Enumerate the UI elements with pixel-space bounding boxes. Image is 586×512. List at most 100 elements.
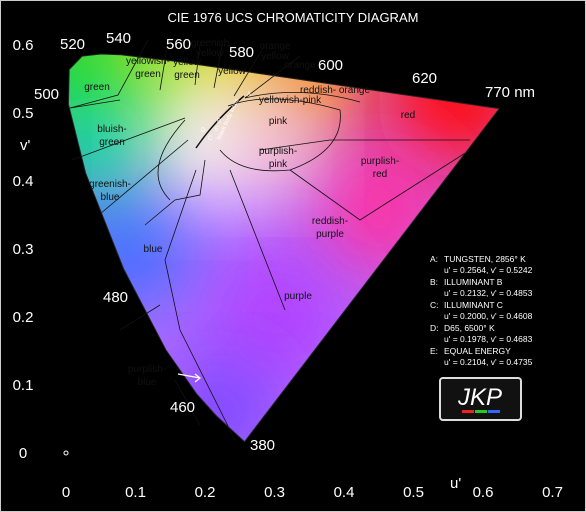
logo-stripe	[488, 410, 500, 413]
region-label: greenish-	[89, 179, 131, 190]
x-tick-label: 0.6	[473, 484, 494, 501]
region-label: blue	[138, 377, 157, 388]
region-label: yellow	[218, 66, 247, 77]
wavelength-label: 580	[229, 44, 254, 61]
region-border	[259, 139, 470, 151]
region-label: pink	[269, 116, 288, 127]
wavelength-label: 620	[412, 70, 437, 87]
legend-name: D65, 6500° K	[444, 323, 495, 333]
locus-point: C	[208, 136, 213, 142]
origin	[63, 450, 69, 456]
region-label: yellowish-pink	[259, 95, 322, 106]
region-border	[144, 159, 206, 226]
region-label: yellow	[196, 48, 225, 59]
region-border	[174, 379, 201, 426]
region-border	[244, 91, 361, 103]
legend-key: C:	[430, 300, 439, 310]
legend-name: ILLUMINANT B	[444, 277, 503, 287]
x-tick-label: 0.7	[542, 484, 563, 501]
logo-stripe	[462, 410, 474, 413]
locus-point: E	[215, 127, 219, 133]
region-label: purplish-	[259, 146, 297, 157]
region-label: greenish	[191, 38, 229, 49]
y-tick-label: 0.4	[13, 173, 34, 190]
logo-stripe	[475, 410, 487, 413]
wavelength-label: 540	[106, 30, 131, 47]
x-tick-label: 0	[62, 484, 70, 501]
legend-coords: u' = 0.2000, v' = 0.4608	[444, 311, 533, 321]
region-label: red	[373, 169, 387, 180]
region-label: reddish-	[312, 216, 348, 227]
x-tick-label: 0.3	[264, 484, 285, 501]
color-blob	[229, 102, 320, 192]
x-tick-label: 0.5	[403, 484, 424, 501]
region-border	[289, 149, 471, 221]
legend-name: EQUAL ENERGY	[444, 346, 511, 356]
region-label: red	[401, 110, 415, 121]
region-label: blue	[101, 192, 120, 203]
spectral-locus	[67, 53, 501, 443]
region-label: pink	[269, 159, 288, 170]
wavelength-label: 480	[103, 289, 128, 306]
region-label: purplish-	[128, 364, 166, 375]
region-border	[229, 169, 286, 311]
legend-key: D:	[430, 323, 439, 333]
wavelength-label: 520	[60, 36, 85, 53]
color-blob	[204, 247, 345, 387]
locus-point: D	[201, 128, 206, 134]
legend-coords: u' = 0.2564, v' = 0.5242	[444, 265, 533, 275]
legend-coords: u' = 0.1978, v' = 0.4683	[444, 334, 533, 344]
legend-coords: u' = 0.2104, v' = 0.4735	[444, 357, 533, 367]
arrow	[177, 373, 201, 383]
wavelength-label: 500	[34, 86, 59, 103]
region-label: green	[135, 69, 161, 80]
y-tick-label: 0	[19, 445, 27, 462]
legend-coords: u' = 0.2132, v' = 0.4853	[444, 288, 533, 298]
region-label: blue	[144, 244, 163, 255]
x-tick-label: 0.4	[334, 484, 355, 501]
wavelength-label: 600	[318, 57, 343, 74]
y-tick-label: 0.3	[13, 241, 34, 258]
legend-key: A:	[430, 254, 438, 264]
y-tick-label: 0.5	[13, 105, 34, 122]
title: CIE 1976 UCS CHROMATICITY DIAGRAM	[168, 10, 419, 25]
region-label: bluish-	[97, 124, 126, 135]
x-tick-label: 0.2	[195, 484, 216, 501]
logo-box	[439, 377, 522, 421]
region-label: yellow	[173, 57, 202, 68]
region-border	[71, 117, 186, 161]
region-border	[233, 49, 263, 97]
y-tick-label: 0.2	[13, 309, 34, 326]
region-border	[99, 139, 189, 215]
locus-point: B	[217, 119, 221, 125]
region-border	[69, 99, 121, 109]
y-tick-label: 0.6	[13, 37, 34, 54]
region-label: green	[99, 137, 125, 148]
region-label: green	[174, 70, 200, 81]
region-label: reddish- orange	[300, 85, 370, 96]
legend-name: TUNGSTEN, 2856° K	[444, 254, 526, 264]
region-label: purplish-	[361, 156, 399, 167]
legend-key: E:	[430, 346, 438, 356]
region-label: yellowish-	[126, 56, 170, 67]
region-border	[69, 39, 149, 109]
region-label: orange	[259, 41, 291, 52]
black-body-locus	[195, 95, 245, 149]
locus-point: A	[247, 92, 251, 98]
region-label: purple	[284, 291, 312, 302]
region-label: green	[84, 82, 110, 93]
region-border	[244, 55, 301, 99]
y-axis-label: v'	[20, 137, 31, 154]
y-tick-label: 0.1	[13, 377, 34, 394]
region-label: purple	[316, 229, 344, 240]
region-border	[164, 169, 236, 441]
region-label: yellow	[261, 51, 290, 62]
region-borders	[69, 39, 471, 441]
logo: JKP	[457, 384, 502, 411]
wavelength-label: 460	[170, 399, 195, 416]
color-blob	[68, 92, 149, 202]
wavelength-label: 380	[250, 437, 275, 454]
x-axis-label: u'	[450, 475, 461, 492]
legend-name: ILLUMINANT C	[444, 300, 503, 310]
